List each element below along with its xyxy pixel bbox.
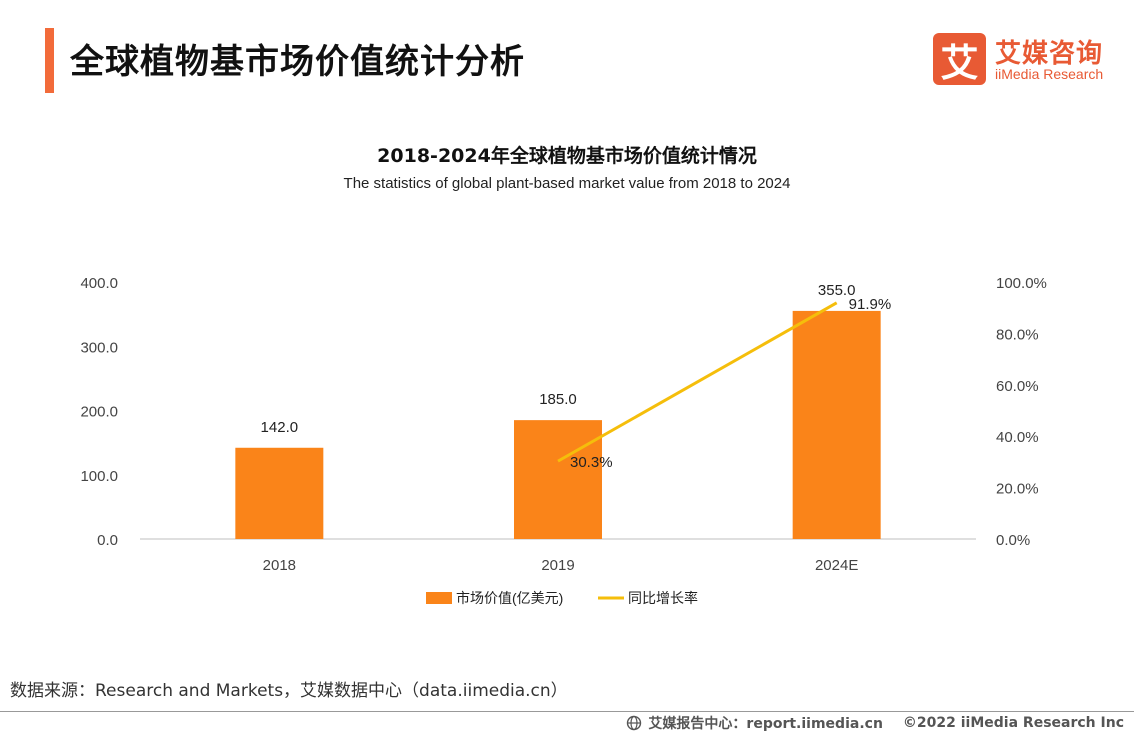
y-left-tick-label: 400.0	[80, 275, 118, 292]
footer-report-link[interactable]: 艾媒报告中心：report.iimedia.cn	[648, 716, 883, 732]
y-right-tick-label: 20.0%	[996, 481, 1039, 498]
bar	[235, 447, 324, 539]
globe-icon	[627, 715, 642, 731]
bar-data-label: 185.0	[539, 391, 577, 408]
line-data-label: 30.3%	[570, 454, 613, 471]
logo: 艾 艾媒咨询 iiMedia Research	[933, 33, 1123, 88]
y-left-tick-label: 200.0	[80, 404, 118, 421]
bar-data-label: 355.0	[818, 282, 856, 299]
chart-title: 2018-2024年全球植物基市场价值统计情况	[377, 145, 757, 167]
logo-mark: 艾	[933, 33, 986, 85]
x-tick-label: 2019	[541, 557, 574, 574]
y-right-tick-label: 40.0%	[996, 429, 1039, 446]
y-right-tick-label: 80.0%	[996, 326, 1039, 343]
data-source-note: 数据来源：Research and Markets，艾媒数据中心（data.ii…	[10, 681, 568, 701]
y-right-tick-label: 0.0%	[996, 532, 1030, 549]
bar	[514, 420, 602, 539]
title-accent-bar	[45, 28, 54, 93]
y-right-tick-label: 60.0%	[996, 378, 1039, 395]
chart-subtitle: The statistics of global plant-based mar…	[343, 175, 791, 192]
footer-divider	[0, 711, 1134, 712]
footer-copyright: ©2022 iiMedia Research Inc	[902, 715, 1124, 731]
x-tick-label: 2024E	[815, 557, 858, 574]
y-left-tick-label: 100.0	[80, 468, 118, 485]
y-left-tick-label: 300.0	[80, 339, 118, 356]
legend-bar-swatch	[426, 592, 452, 604]
bar	[792, 310, 881, 539]
y-right-tick-label: 100.0%	[996, 275, 1047, 292]
logo-english-text: iiMedia Research	[995, 66, 1104, 82]
growth-rate-line	[557, 301, 838, 463]
combo-chart: 0.0 100.0 200.0 300.0 400.0 0.0% 20.0% 40.0% 60.…	[80, 275, 1047, 606]
footer: 艾媒报告中心：report.iimedia.cn ©2022 iiMedia R…	[626, 713, 1124, 733]
y-left-tick-label: 0.0	[97, 532, 118, 549]
x-tick-label: 2018	[263, 557, 296, 574]
legend-bar-label: 市场价值(亿美元)	[456, 590, 563, 606]
line-data-label: 91.9%	[849, 296, 892, 313]
legend-line-label: 同比增长率	[628, 590, 698, 606]
logo-chinese-text: 艾媒咨询	[995, 39, 1104, 69]
page-title: 全球植物基市场价值统计分析	[70, 42, 525, 82]
bar-data-label: 142.0	[261, 419, 299, 436]
